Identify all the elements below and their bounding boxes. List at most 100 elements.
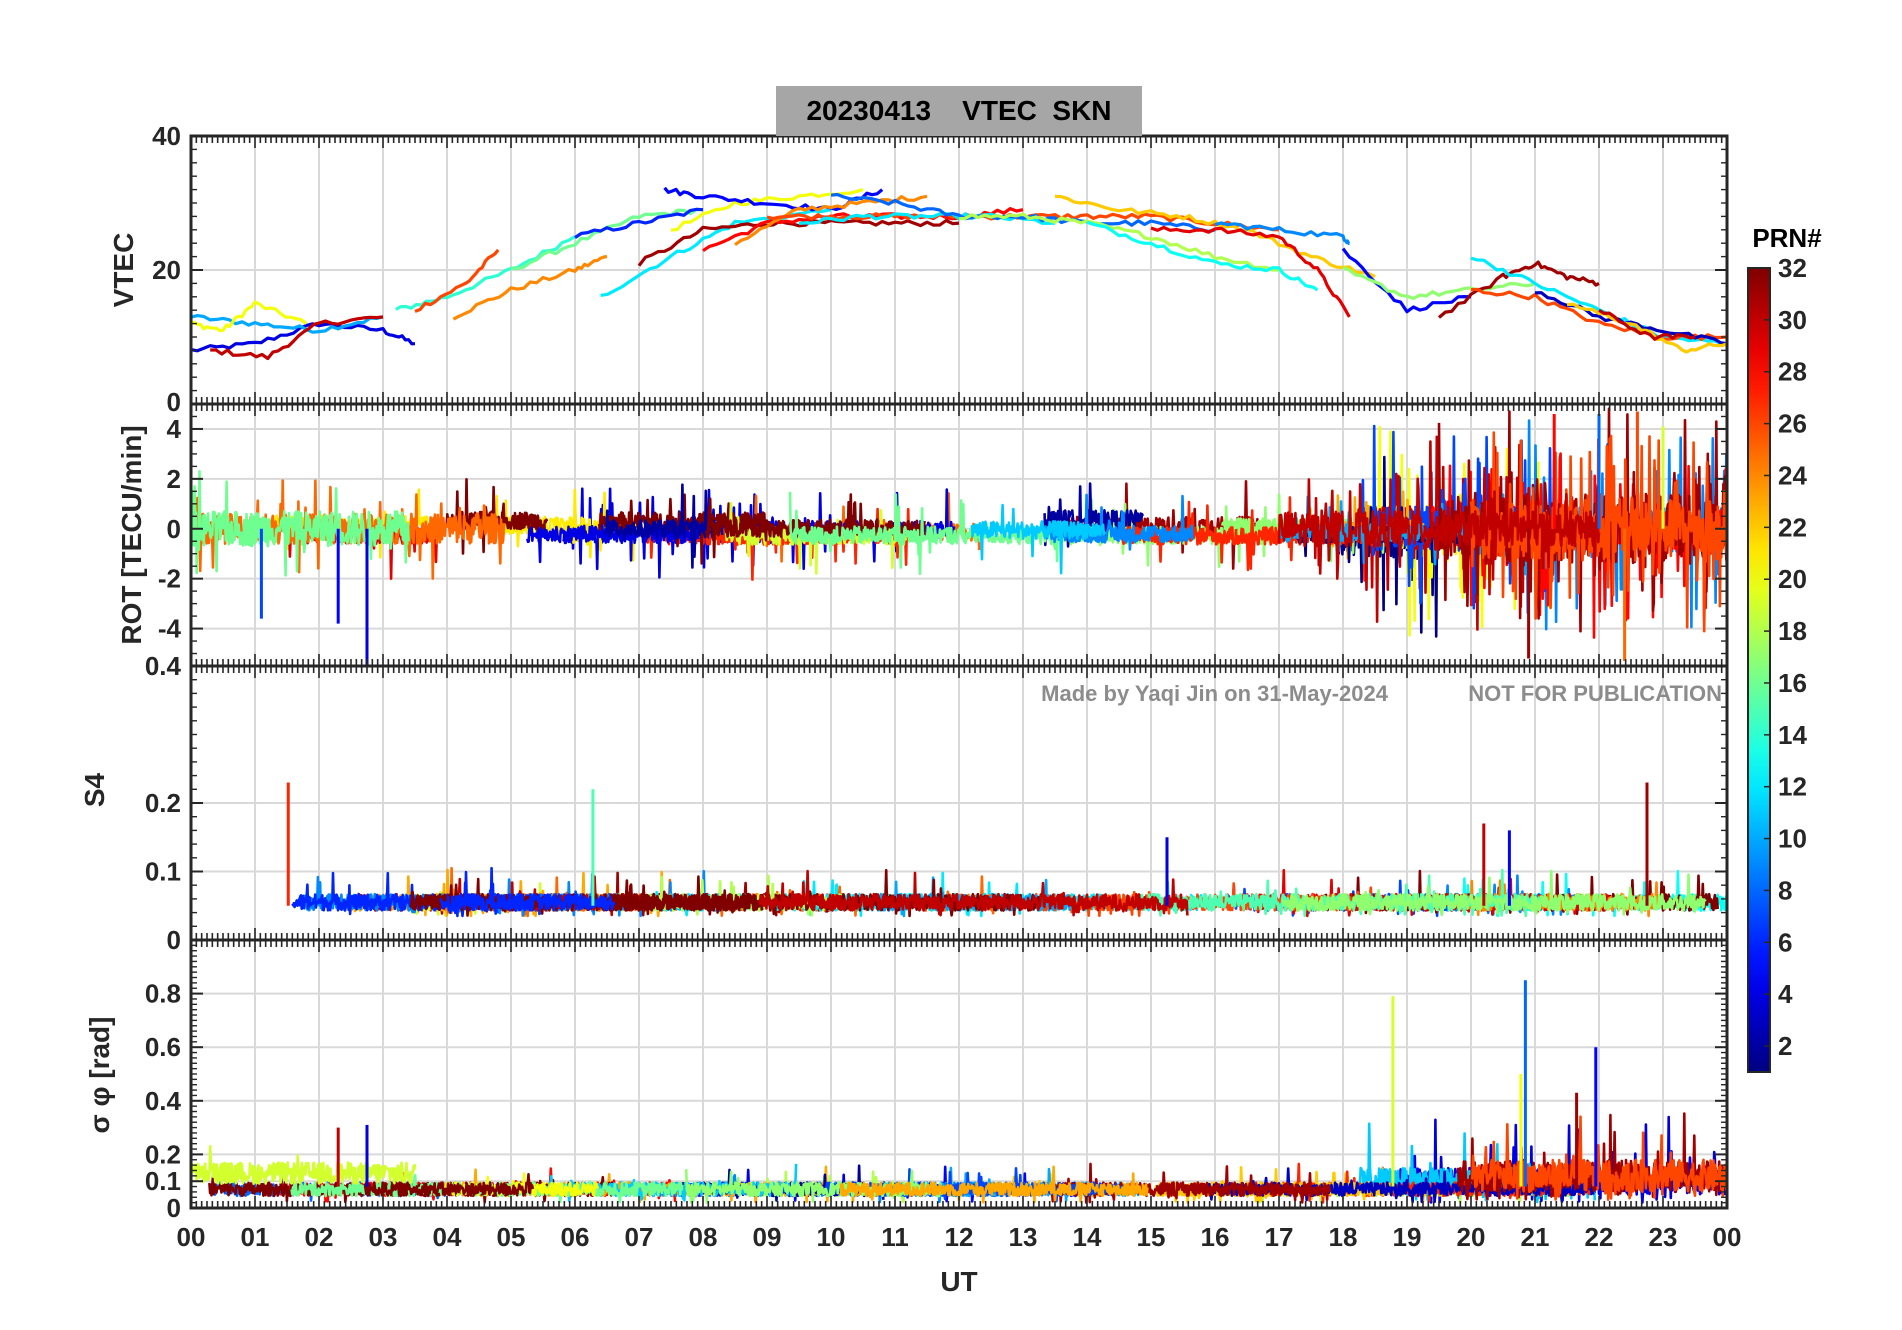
colorbar-tick-label: 18 [1778, 616, 1807, 646]
s4-prn-17 [1281, 869, 1707, 917]
x-tick-label: 04 [433, 1222, 462, 1252]
colorbar-tick-label: 6 [1778, 927, 1792, 957]
y-tick-label: 20 [152, 255, 181, 285]
sigma-prn-26 [1470, 1115, 1727, 1201]
y-tick-label: 40 [152, 121, 181, 151]
colorbar-gradient [1747, 267, 1771, 1073]
x-tick-label: 21 [1521, 1222, 1550, 1252]
vtec-prn-13 [1086, 220, 1319, 292]
y-tick-label: 0.6 [145, 1032, 181, 1062]
x-tick-label: 15 [1137, 1222, 1166, 1252]
x-tick-label: 20 [1457, 1222, 1486, 1252]
s4-series [286, 782, 1727, 918]
x-tick-label: 12 [945, 1222, 974, 1252]
colorbar-tick-label: 32 [1778, 253, 1807, 283]
y-tick-label: 0 [167, 514, 181, 544]
x-tick-label: 22 [1585, 1222, 1614, 1252]
vtec-prn-29 [1150, 225, 1351, 318]
y-tick-label: 0.2 [145, 1139, 181, 1169]
x-tick-label: 00 [177, 1222, 206, 1252]
x-tick-label: 01 [241, 1222, 270, 1252]
vtec-prn-18 [958, 212, 1279, 272]
x-tick-label: 08 [689, 1222, 718, 1252]
vtec-prn-16 [510, 207, 704, 271]
vtec-prn-17 [1342, 266, 1536, 300]
colorbar-tick-label: 14 [1778, 720, 1807, 750]
x-tick-label: 09 [753, 1222, 782, 1252]
tick-labels: 02040-4-202400.10.20.400.10.20.40.60.800… [79, 121, 1741, 1297]
rot-prn-2 [1043, 482, 1145, 548]
vtec-prn-8 [830, 192, 1216, 233]
x-tick-label: 07 [625, 1222, 654, 1252]
x-tick-label: 10 [817, 1222, 846, 1252]
colorbar-tick-label: 12 [1778, 772, 1807, 802]
vtec-prn-4 [191, 322, 416, 353]
watermark-author: Made by Yaqi Jin on 31-May-2024 [1041, 681, 1389, 706]
sigma-prn-23 [839, 1165, 1149, 1204]
x-tick-label: 00 [1713, 1222, 1742, 1252]
colorbar-tick-label: 4 [1778, 979, 1793, 1009]
x-tick-label: 03 [369, 1222, 398, 1252]
colorbar-tick-label: 22 [1778, 512, 1807, 542]
axes [189, 134, 1729, 1210]
rot-prn-16 [191, 470, 410, 577]
sigma-axis-label: σ φ [rad] [84, 1017, 115, 1134]
y-tick-label: 0.4 [145, 651, 182, 681]
rot-prn-2 [603, 483, 724, 569]
vtec-series [191, 186, 1727, 361]
rot-prn-9 [1043, 493, 1195, 551]
x-tick-label: 23 [1649, 1222, 1678, 1252]
x-tick-label: 18 [1329, 1222, 1358, 1252]
x-tick-label: 14 [1073, 1222, 1102, 1252]
colorbar-tick-label: 16 [1778, 668, 1807, 698]
s4-prn-30 [758, 869, 1189, 917]
vtec-prn-5 [1341, 247, 1472, 314]
grid-lines [191, 135, 1727, 1208]
rot-prn-16 [788, 491, 1064, 575]
vtec-prn-26 [414, 248, 500, 313]
x-tick-label: 13 [1009, 1222, 1038, 1252]
s4-axis-label: S4 [79, 772, 110, 807]
vtec-prn-22 [1054, 194, 1376, 279]
rot-axis-label: ROT [TECU/min] [116, 425, 147, 644]
vtec-prn-12 [798, 212, 1056, 225]
colorbar-tick-label: 24 [1778, 460, 1807, 490]
vtec-prn-10 [191, 314, 384, 334]
sigma-series [191, 980, 1727, 1204]
vtec-prn-30 [210, 315, 384, 361]
vtec-prn-6 [574, 207, 704, 239]
y-tick-label: 2 [167, 464, 181, 494]
x-tick-label: 06 [561, 1222, 590, 1252]
title-box: 20230413 VTEC SKN [776, 86, 1142, 136]
x-tick-label: 02 [305, 1222, 334, 1252]
colorbar-label: PRN# [1752, 223, 1822, 253]
s4-prn-32 [409, 877, 758, 917]
vtec-prn-24 [452, 255, 608, 321]
colorbar-tick-label: 28 [1778, 357, 1807, 387]
y-tick-label: 0.1 [145, 857, 181, 887]
x-tick-label: 16 [1201, 1222, 1230, 1252]
rot-prn-4 [526, 507, 700, 579]
vtec-prn-3 [1534, 291, 1727, 346]
watermark-notice: NOT FOR PUBLICATION [1468, 681, 1722, 706]
y-tick-label: 4 [167, 414, 182, 444]
y-tick-label: 0.2 [145, 788, 181, 818]
colorbar-tick-label: 30 [1778, 305, 1807, 335]
x-tick-label: 05 [497, 1222, 526, 1252]
vtec-axis-label: VTEC [108, 233, 139, 308]
y-tick-label: 0.1 [145, 1166, 181, 1196]
colorbar-tick-label: 8 [1778, 875, 1792, 905]
s4-prn-6 [439, 881, 616, 918]
x-tick-label: 19 [1393, 1222, 1422, 1252]
rot-series [191, 407, 1727, 666]
x-axis-label: UT [940, 1266, 977, 1297]
vtec-prn-9 [1214, 221, 1351, 245]
y-tick-label: 0 [167, 925, 181, 955]
colorbar-tick-label: 10 [1778, 824, 1807, 854]
colorbar-tick-label: 26 [1778, 409, 1807, 439]
colorbar-tick-label: 20 [1778, 564, 1807, 594]
y-tick-label: -2 [158, 564, 181, 594]
x-tick-label: 11 [881, 1222, 909, 1252]
